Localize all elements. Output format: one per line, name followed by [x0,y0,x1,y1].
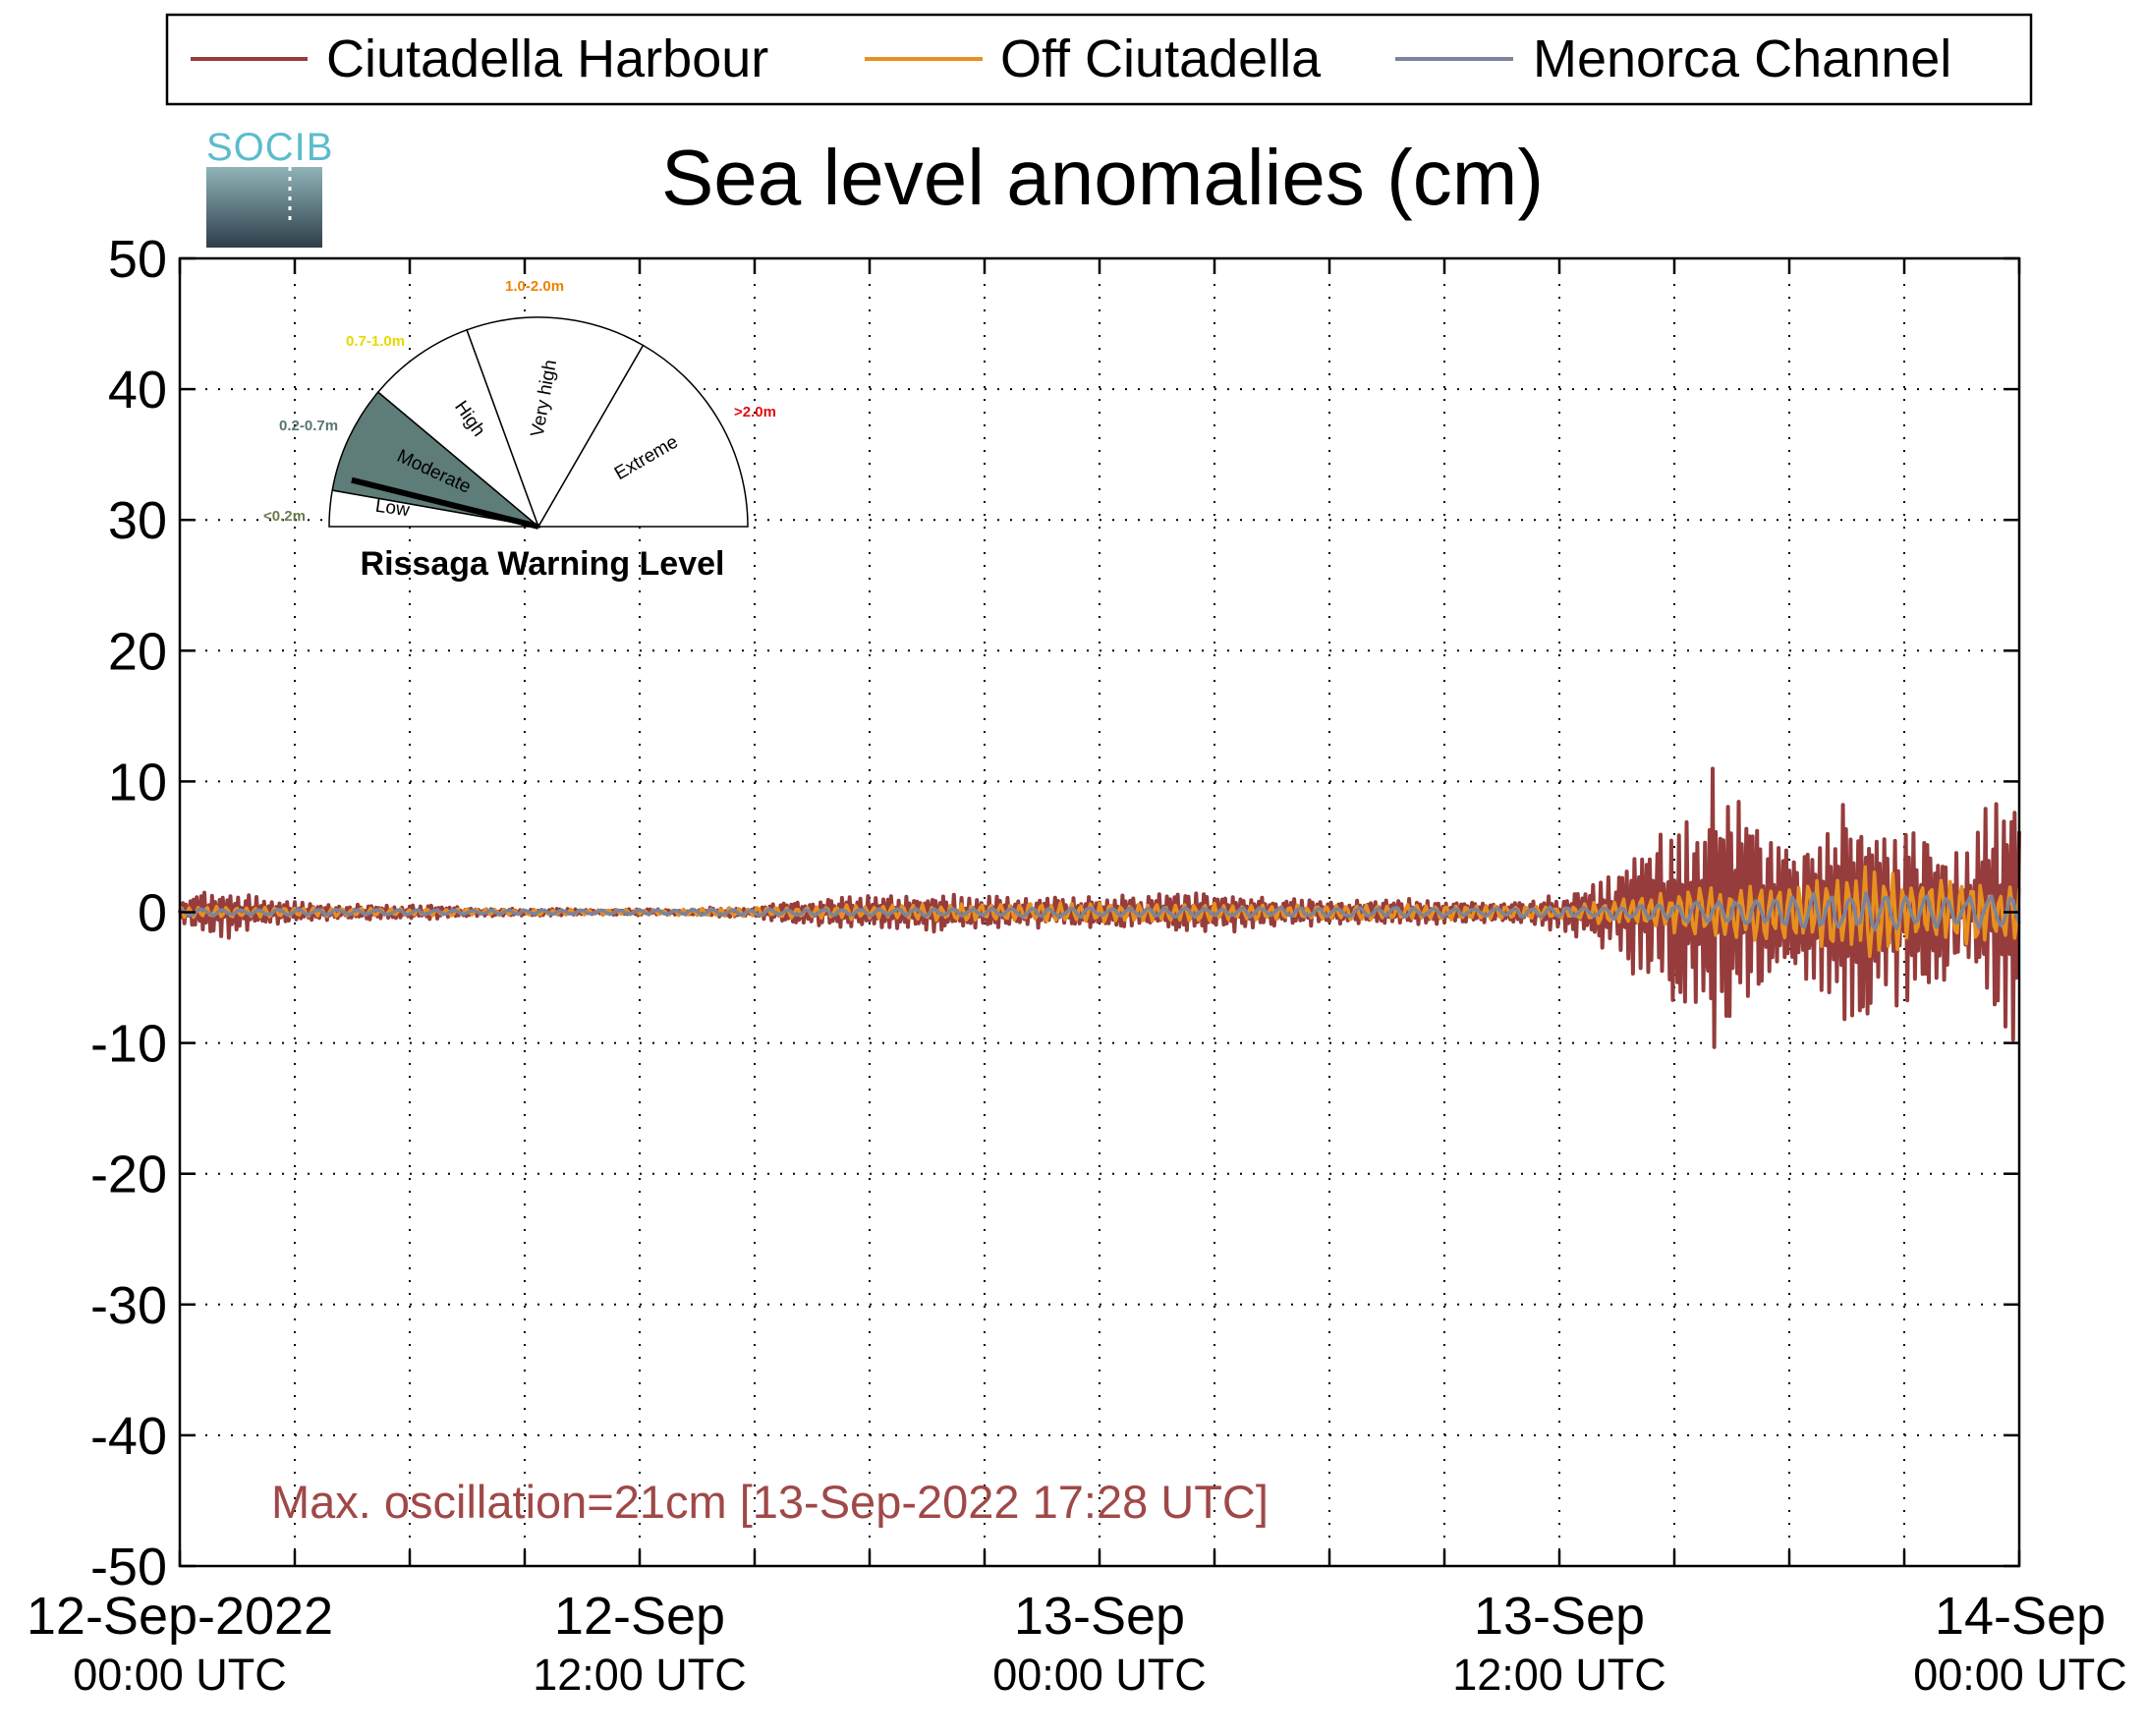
x-tick-label-date: 12-Sep-2022 [27,1587,333,1646]
y-tick-label: 50 [108,230,167,289]
y-tick-label: 20 [108,622,167,681]
x-tick-label-date: 13-Sep [1474,1587,1645,1646]
legend-label-off-ciutadella: Off Ciutadella [1000,29,1322,88]
y-tick-label: -30 [90,1276,167,1335]
gauge-range-very-high: 1.0-2.0m [505,278,564,295]
gauge-segment-extreme [536,344,749,528]
gauge-label-low: Low [374,496,412,522]
gauge-needle [351,476,539,530]
x-tick-label-date: 13-Sep [1014,1587,1185,1646]
legend-box [165,13,2033,106]
gauge-segment-high [376,328,540,530]
y-tick-label: 10 [108,753,167,812]
chart-title: Sea level anomalies (cm) [661,134,1544,221]
x-tick-label-time: 00:00 UTC [73,1650,287,1700]
logo-graphic [206,167,322,248]
gauge-segment-moderate [331,391,541,529]
x-tick-label-date: 12-Sep [554,1587,725,1646]
y-tick-label: 0 [138,884,167,943]
tick-marks [178,256,2021,1568]
x-tick-label-time: 12:00 UTC [533,1650,747,1700]
legend-label-menorca-channel: Menorca Channel [1533,29,1951,88]
series-menorca-channel [179,891,2021,931]
y-tick-label: -50 [90,1538,167,1596]
y-tick-label: 40 [108,361,167,420]
x-tick-label-time: 00:00 UTC [1913,1650,2127,1700]
y-tick-label: -40 [90,1407,167,1466]
socib-logo: SOCIB [206,126,333,248]
y-tick-labels: 50 40 30 20 10 0 -10 -20 -30 -40 -50 [90,230,167,1596]
x-tick-label-time: 12:00 UTC [1452,1650,1666,1700]
y-tick-label: -10 [90,1015,167,1074]
logo-text: SOCIB [206,126,333,169]
gauge-title: Rissaga Warning Level [361,545,725,583]
x-tick-label-date: 14-Sep [1935,1587,2106,1646]
legend-label-ciutadella-harbour: Ciutadella Harbour [326,29,768,88]
x-tick-label-time: 00:00 UTC [992,1650,1207,1700]
gauge-segment-very-high [466,316,645,529]
legend: Ciutadella Harbour Off Ciutadella Menorc… [165,13,2033,106]
gauge-range-extreme: >2.0m [734,404,776,420]
gauge-range-moderate: 0.2-0.7m [279,418,338,434]
max-oscillation-annotation: Max. oscillation=21cm [13-Sep-2022 17:28… [271,1476,1269,1528]
series-layer [178,766,2021,1049]
y-tick-label: 30 [108,491,167,550]
y-tick-label: -20 [90,1146,167,1204]
gauge-range-low: <0.2m [263,508,306,525]
gauge-range-high: 0.7-1.0m [346,333,405,350]
